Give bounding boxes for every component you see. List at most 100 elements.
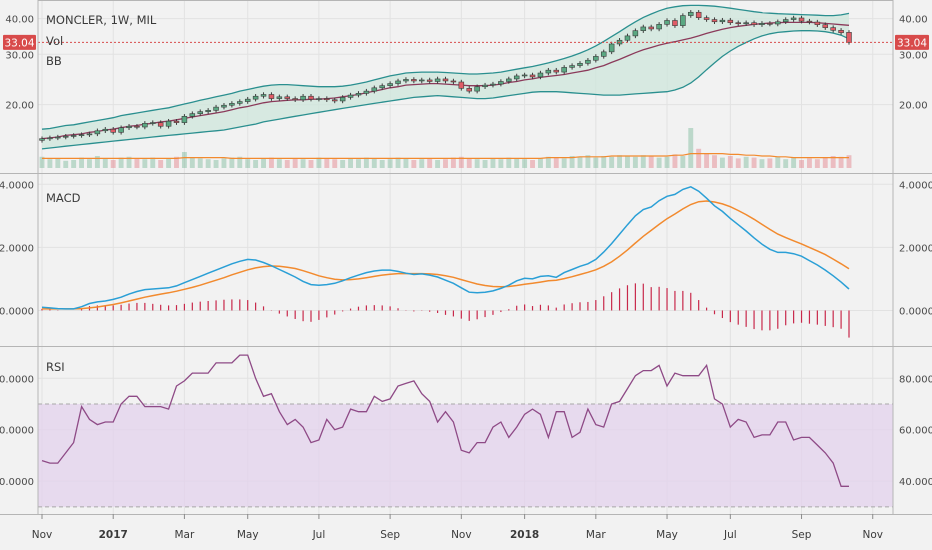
candle-body — [316, 98, 322, 100]
candle-body — [47, 137, 53, 140]
candle-body — [640, 26, 647, 31]
rsi-tick-label: 40.0000 — [899, 477, 932, 488]
candle-body — [197, 111, 203, 114]
x-tick-label: Mar — [586, 529, 606, 541]
time-axis[interactable]: Nov 2017 Mar May Jul Sep Nov 2018 Mar May Jul Sep No… — [32, 514, 883, 541]
x-tick-label: Mar — [175, 529, 195, 541]
volume-bar — [466, 158, 472, 168]
candle-body — [759, 23, 765, 25]
volume-bar — [719, 157, 725, 168]
volume-bar — [751, 157, 757, 168]
volume-bar — [498, 159, 504, 168]
candle-body — [86, 133, 93, 136]
candle-body — [157, 122, 164, 127]
volume-bar — [545, 156, 551, 168]
price-tick-label: 40.00 — [5, 15, 34, 26]
x-tick-label: Sep — [380, 529, 400, 541]
volume-bar — [94, 156, 100, 168]
vol-legend: Vol — [46, 34, 63, 48]
bollinger-lower-line — [41, 30, 850, 150]
candle-body — [838, 30, 844, 34]
volume-bar — [735, 158, 741, 168]
candle-body — [339, 97, 346, 102]
volume-bar — [830, 156, 836, 168]
macd-tick-label: 0.0000 — [0, 306, 34, 317]
candle-body — [371, 87, 378, 92]
candle-body — [711, 19, 718, 23]
volume-bar — [348, 158, 354, 168]
macd-legend: MACD — [46, 191, 81, 205]
volume-bar — [261, 158, 266, 168]
volume-bar — [593, 157, 599, 168]
candle-body — [782, 19, 789, 23]
volume-bar — [514, 158, 520, 168]
candle-body — [506, 78, 512, 82]
volume-bar — [522, 159, 528, 168]
volume-bar — [47, 159, 53, 168]
candle-body — [331, 99, 338, 102]
x-tick-label: 2017 — [99, 529, 128, 541]
candle-body — [521, 74, 528, 77]
x-tick-label: Jul — [723, 529, 737, 541]
volume-bar — [395, 157, 401, 168]
price-tick-label: 40.00 — [899, 15, 928, 26]
candle-body — [632, 30, 639, 37]
volume-bar — [474, 159, 480, 168]
candle-body — [553, 69, 560, 73]
candle-body — [458, 81, 465, 89]
price-tick-label: 30.00 — [899, 50, 928, 61]
macd-pane[interactable]: MACD — [41, 185, 850, 338]
candle-body — [664, 20, 670, 25]
x-tick-label: Jul — [312, 529, 326, 541]
volume-bar — [838, 156, 844, 168]
volume-bar — [696, 148, 702, 168]
candle-body — [577, 63, 583, 66]
price-pane[interactable]: MONCLER, 1W, MIL Vol BB — [38, 4, 893, 168]
candle-body — [735, 22, 741, 25]
candle-body — [695, 11, 702, 18]
candle-body — [324, 98, 330, 101]
volume-bar — [601, 156, 607, 168]
volume-bar — [181, 152, 187, 168]
rsi-pane[interactable]: RSI — [38, 354, 893, 508]
volume-bar — [482, 160, 488, 168]
macd-line — [41, 185, 850, 310]
candle-body — [70, 135, 77, 137]
volume-bar — [308, 160, 314, 168]
volume-bar — [569, 156, 575, 168]
candle-body — [474, 86, 480, 92]
candle-body — [260, 94, 267, 97]
candle-body — [426, 79, 433, 82]
candle-body — [593, 56, 599, 61]
candle-body — [450, 80, 457, 83]
candle-body — [513, 75, 520, 80]
candle-body — [308, 95, 314, 100]
volume-bar — [799, 160, 804, 168]
volume-bar — [324, 158, 330, 168]
candle-body — [680, 15, 686, 26]
candle-body — [498, 81, 504, 85]
volume-bar — [704, 153, 710, 168]
volume-bar — [648, 156, 654, 168]
candle-body — [387, 83, 393, 86]
volume-bar — [371, 158, 377, 168]
volume-bar — [767, 158, 773, 168]
candle-body — [237, 101, 243, 104]
volume-bar — [712, 155, 717, 168]
candle-body — [300, 95, 306, 101]
volume-bar — [672, 154, 678, 168]
candle-body — [688, 11, 694, 16]
candle-body — [62, 135, 69, 138]
candle-body — [229, 103, 235, 106]
rsi-tick-label: 80.0000 — [899, 374, 932, 385]
candle-body — [490, 83, 496, 86]
candle-body — [608, 43, 615, 53]
candle-body — [102, 128, 109, 132]
candle-body — [355, 93, 362, 96]
volume-bar — [427, 158, 433, 168]
candle-body — [751, 22, 757, 25]
volume-bar — [617, 155, 623, 168]
bollinger-upper-line — [41, 4, 850, 130]
last-price-label-right: 33.04 — [897, 37, 927, 49]
